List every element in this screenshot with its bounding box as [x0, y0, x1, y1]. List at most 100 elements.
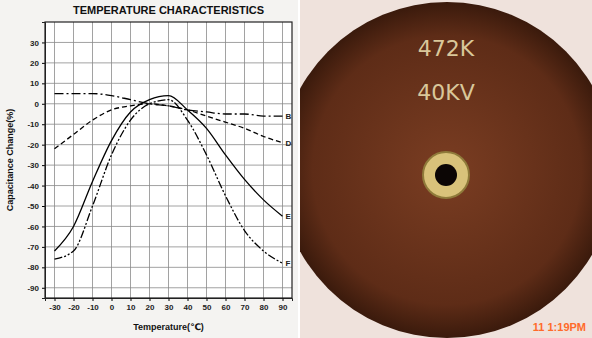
x-tick: -10 — [87, 298, 99, 312]
y-tick-label: -60 — [27, 223, 39, 232]
grid — [45, 22, 292, 298]
y-tick: -80 — [27, 263, 45, 272]
grid-line-y — [45, 42, 292, 43]
grid-line-x — [206, 22, 207, 298]
y-tick: 30 — [30, 39, 45, 48]
y-tick-label: 10 — [30, 79, 39, 88]
grid-line-y — [45, 246, 292, 247]
x-tick-label: 40 — [184, 303, 193, 312]
capacitor-marking: 40KV — [417, 80, 474, 105]
x-tick-label: -20 — [68, 303, 80, 312]
terminal-ring — [423, 152, 469, 198]
grid-line-x — [225, 22, 226, 298]
series-line — [55, 94, 283, 116]
grid-line-y — [45, 144, 292, 145]
grid-line-x — [130, 22, 131, 298]
chart-title: TEMPERATURE CHARACTERISTICS — [73, 4, 264, 16]
x-tick-label: 60 — [222, 303, 231, 312]
y-tick: -10 — [27, 120, 45, 129]
grid-line-y — [45, 124, 292, 125]
photo — [300, 0, 592, 338]
x-tick: -30 — [49, 298, 61, 312]
x-tick: 20 — [146, 298, 155, 312]
grid-line-x — [73, 22, 74, 298]
series-label: D — [286, 139, 292, 148]
x-tick-label: 30 — [165, 303, 174, 312]
grid-line-x — [111, 22, 112, 298]
grid-line-x — [54, 22, 55, 298]
grid-line-y — [45, 103, 292, 104]
x-tick: 80 — [260, 298, 269, 312]
x-tick: 40 — [184, 298, 193, 312]
x-tick-label: 20 — [146, 303, 155, 312]
y-tick-label: -40 — [27, 182, 39, 191]
y-tick: -70 — [27, 243, 45, 252]
x-tick: -20 — [68, 298, 80, 312]
y-tick: -30 — [27, 161, 45, 170]
x-tick-label: 80 — [260, 303, 269, 312]
series-label: F — [286, 259, 291, 268]
grid-line-y — [45, 226, 292, 227]
figure: -30 -20 -10 0 10 20 30 40 50 60 70 80 90 -90 -80 -70 -60… — [0, 0, 592, 338]
y-tick: -50 — [27, 202, 45, 211]
y-tick-label: -50 — [27, 202, 39, 211]
series-line — [55, 104, 283, 149]
x-tick-label: 10 — [127, 303, 136, 312]
grid-line-x — [263, 22, 264, 298]
grid-line-x — [149, 22, 150, 298]
x-tick: 30 — [165, 298, 174, 312]
series-line — [55, 96, 283, 251]
y-tick: -60 — [27, 223, 45, 232]
x-tick-label: 70 — [241, 303, 250, 312]
grid-line-y — [45, 287, 292, 288]
y-tick-label: 0 — [35, 100, 40, 109]
y-tick: 10 — [30, 79, 45, 88]
x-tick-label: 0 — [110, 303, 115, 312]
x-tick-label: -10 — [87, 303, 99, 312]
y-tick-label: -10 — [27, 120, 39, 129]
grid-line-y — [45, 83, 292, 84]
series-line — [55, 100, 283, 264]
x-tick: 10 — [127, 298, 136, 312]
grid-line-x — [282, 22, 283, 298]
x-tick: 0 — [110, 298, 115, 312]
y-axis-title: Capacitance Change(%) — [5, 109, 15, 212]
plot-area — [45, 22, 292, 298]
series-labels: B D E F — [286, 112, 292, 268]
chart-background — [0, 0, 298, 338]
y-tick: -20 — [27, 141, 45, 150]
grid-line-x — [187, 22, 188, 298]
x-tick-label: 90 — [279, 303, 288, 312]
x-tick-label: 50 — [203, 303, 212, 312]
y-tick-label: -30 — [27, 161, 39, 170]
x-tick: 60 — [222, 298, 231, 312]
capacitor-disk — [300, 2, 592, 338]
y-tick: 20 — [30, 59, 45, 68]
x-axis-line — [46, 299, 293, 302]
y-tick-label: 30 — [30, 39, 39, 48]
y-tick: 0 — [35, 100, 45, 109]
lines — [55, 94, 283, 264]
y-tick-label: -90 — [27, 284, 39, 293]
series-label: E — [286, 212, 292, 221]
y-tick-label: -80 — [27, 263, 39, 272]
photo-timestamp: 11 1:19PM — [533, 321, 586, 333]
y-tick-label: -70 — [27, 243, 39, 252]
terminal-hole — [435, 164, 457, 186]
y-axis: -90 -80 -70 -60 -50 -40 -30 -20 -10 0 10 20 30 — [27, 23, 45, 299]
y-tick: -40 — [27, 182, 45, 191]
grid-line-y — [45, 62, 292, 63]
series-label: B — [286, 112, 292, 121]
grid-line-x — [168, 22, 169, 298]
grid-line-x — [92, 22, 93, 298]
y-tick: -90 — [27, 284, 45, 293]
x-tick: 90 — [279, 298, 288, 312]
grid-line-y — [45, 267, 292, 268]
grid-line-y — [45, 185, 292, 186]
grid-line-y — [45, 165, 292, 166]
x-axis: -30 -20 -10 0 10 20 30 40 50 60 70 80 90 — [46, 298, 293, 312]
x-tick: 50 — [203, 298, 212, 312]
x-tick: 70 — [241, 298, 250, 312]
plot-frame — [45, 22, 292, 298]
capacitor-marking: 472K — [418, 36, 475, 61]
